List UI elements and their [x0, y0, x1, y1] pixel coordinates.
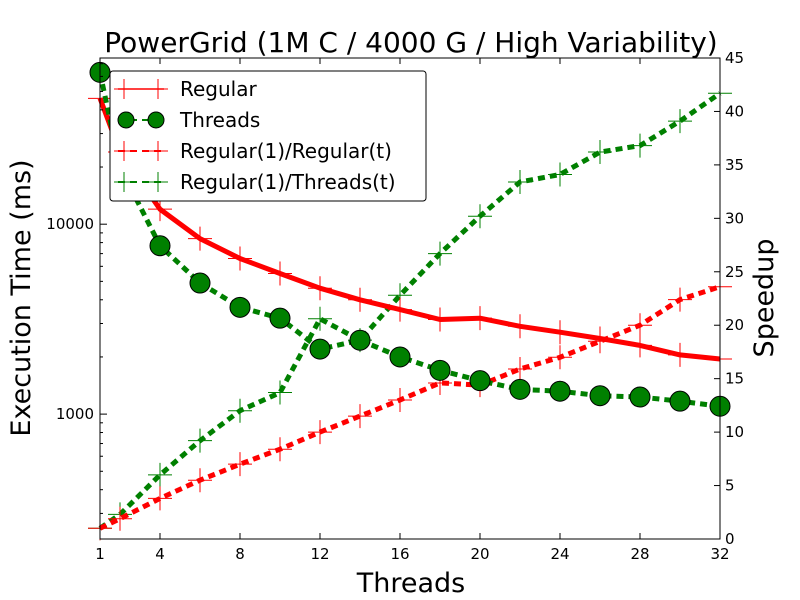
- y2-tick-label: 20: [725, 316, 744, 334]
- legend-label: Regular: [180, 77, 257, 101]
- data-point: [468, 306, 492, 331]
- data-point: [148, 486, 172, 511]
- data-point: [428, 241, 452, 266]
- data-point: [429, 359, 451, 381]
- x-tick-label: 8: [235, 545, 245, 563]
- legend-marker: [148, 79, 168, 99]
- data-point: [348, 404, 372, 429]
- legend-marker: [114, 172, 134, 192]
- data-point: [348, 287, 372, 312]
- y2-axis-title: Speedup: [749, 239, 780, 358]
- data-point: [549, 380, 571, 402]
- legend-marker: [148, 141, 168, 161]
- y-tick-label: 1000: [56, 405, 94, 423]
- data-point: [268, 261, 292, 286]
- data-point: [628, 313, 652, 338]
- data-point: [468, 204, 492, 229]
- data-point: [308, 420, 332, 445]
- legend-marker: [147, 111, 165, 129]
- data-point: [629, 386, 651, 408]
- data-point: [108, 506, 132, 531]
- data-point: [428, 307, 452, 332]
- x-tick-label: 28: [630, 545, 649, 563]
- data-point: [188, 468, 212, 493]
- data-point: [668, 287, 692, 312]
- data-point: [469, 370, 491, 392]
- legend: Regular Threads Regular(1)/Regular(t) Regul…: [109, 70, 427, 202]
- y2-tick-label: 5: [725, 477, 735, 495]
- data-point: [268, 380, 292, 405]
- legend-marker: [114, 141, 134, 161]
- data-point: [508, 169, 532, 194]
- legend-marker: [114, 79, 134, 99]
- data-point: [668, 109, 692, 134]
- x-tick-label: 12: [310, 545, 329, 563]
- y-axis-title: Execution Time (ms): [6, 159, 37, 436]
- data-point: [228, 452, 252, 477]
- data-point: [588, 140, 612, 165]
- x-tick-label: 4: [155, 545, 165, 563]
- data-point: [349, 329, 371, 351]
- y2-tick-label: 25: [725, 263, 744, 281]
- data-point: [228, 246, 252, 271]
- y-axis-right: 0 5 10 15 20 25 30 35 40 45: [714, 49, 744, 548]
- chart-title: PowerGrid (1M C / 4000 G / High Variabil…: [104, 26, 717, 59]
- data-point: [228, 398, 252, 423]
- y2-tick-label: 15: [725, 370, 744, 388]
- data-point: [388, 297, 412, 322]
- plot-frame: [99, 57, 721, 540]
- data-point: [548, 320, 572, 345]
- legend-label: Regular(1)/Regular(t): [180, 139, 392, 163]
- data-point: [548, 345, 572, 370]
- series-layer: [88, 61, 732, 541]
- legend-label: Regular(1)/Threads(t): [180, 170, 396, 194]
- y2-tick-label: 10: [725, 423, 744, 441]
- data-point: [229, 296, 251, 318]
- data-point: [389, 346, 411, 368]
- data-point: [508, 357, 532, 382]
- x-axis-title: Threads: [356, 568, 465, 599]
- data-point: [589, 385, 611, 407]
- data-point: [668, 342, 692, 367]
- data-point: [308, 276, 332, 301]
- data-point: [268, 437, 292, 462]
- x-axis: 1 4 8 12 16 20 24 28 32: [95, 58, 730, 563]
- x-tick-label: 24: [550, 545, 569, 563]
- legend-box: [109, 70, 427, 202]
- x-tick-label: 20: [470, 545, 489, 563]
- series-2: [88, 274, 732, 541]
- legend-marker: [148, 172, 168, 192]
- y-tick-label: 10000: [46, 215, 94, 233]
- data-point: [309, 338, 331, 360]
- y2-tick-label: 0: [725, 530, 735, 548]
- data-point: [149, 235, 171, 257]
- y2-tick-label: 40: [725, 102, 744, 120]
- data-point: [188, 428, 212, 453]
- data-point: [189, 272, 211, 294]
- data-point: [628, 333, 652, 358]
- y2-tick-label: 35: [725, 156, 744, 174]
- series-1: [89, 61, 731, 417]
- x-tick-label: 16: [390, 545, 409, 563]
- data-point: [308, 306, 332, 331]
- y2-tick-label: 30: [725, 209, 744, 227]
- data-point: [509, 378, 531, 400]
- y-axis-left: 1000 10000: [46, 63, 107, 514]
- x-tick-label: 32: [710, 545, 729, 563]
- data-point: [548, 162, 572, 187]
- data-point: [508, 314, 532, 339]
- legend-label: Threads: [179, 108, 260, 132]
- data-point: [148, 462, 172, 487]
- data-point: [669, 390, 691, 412]
- data-point: [628, 133, 652, 158]
- x-tick-label: 1: [95, 545, 105, 563]
- data-point: [269, 307, 291, 329]
- data-point: [588, 326, 612, 351]
- legend-marker: [117, 111, 135, 129]
- data-point: [388, 388, 412, 413]
- y2-tick-label: 45: [725, 49, 744, 67]
- data-point: [188, 226, 212, 251]
